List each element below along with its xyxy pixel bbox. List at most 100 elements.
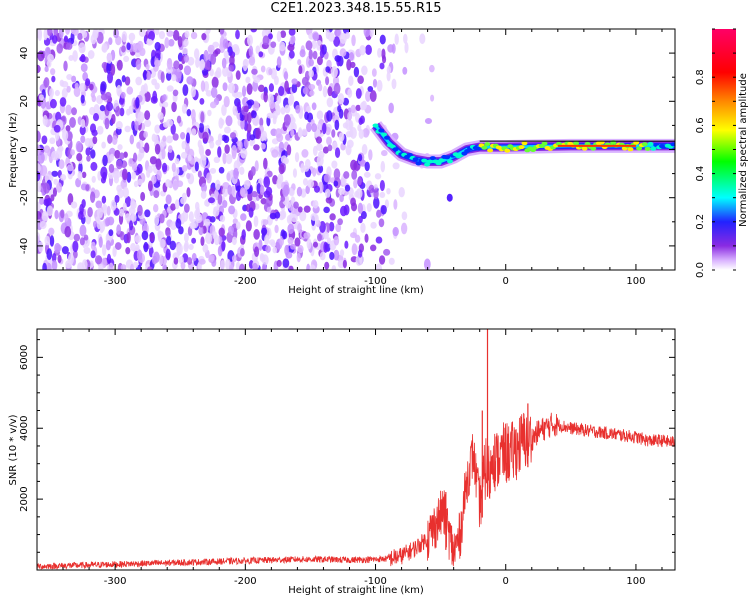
spectrogram-y-tick-label: -20 — [19, 190, 30, 206]
heatmap-noise-cell — [157, 230, 162, 239]
heatmap-noise-cell — [246, 122, 252, 134]
heatmap-noise-cell — [170, 123, 176, 135]
heatmap-noise-cell — [98, 236, 103, 248]
ridge-cell — [444, 155, 451, 160]
heatmap-noise-cell — [101, 195, 107, 204]
heatmap-noise-cell — [350, 197, 356, 207]
heatmap-noise-cell — [271, 149, 279, 158]
heatmap-noise-cell — [182, 84, 189, 96]
heatmap-noise-cell — [402, 66, 408, 75]
heatmap-noise-cell — [200, 80, 206, 92]
heatmap-noise-cell — [219, 29, 225, 35]
heatmap-noise-cell — [142, 69, 148, 81]
heatmap-noise-cell — [300, 162, 305, 173]
heatmap-noise-cell — [245, 220, 252, 232]
heatmap-noise-cell — [215, 179, 221, 191]
heatmap-noise-cell — [391, 78, 397, 90]
heatmap-noise-cell — [93, 104, 100, 115]
heatmap-noise-cell — [121, 31, 128, 43]
heatmap-noise-cell — [379, 179, 385, 192]
heatmap-noise-cell — [217, 146, 222, 158]
heatmap-noise-cell — [296, 252, 301, 263]
heatmap-noise-cell — [95, 200, 103, 209]
heatmap-noise-cell — [106, 101, 114, 112]
heatmap-noise-cell — [349, 126, 357, 139]
heatmap-noise-cell — [151, 133, 157, 143]
heatmap-noise-cell — [166, 30, 174, 37]
spectrogram-x-tick-label: 0 — [503, 276, 509, 287]
snr-x-tick-label: -100 — [364, 576, 387, 587]
heatmap-noise-cell — [318, 83, 323, 92]
heatmap-noise-cell — [419, 33, 426, 45]
heatmap-noise-cell — [294, 152, 300, 163]
ridge-cell — [415, 161, 422, 166]
heatmap-noise-cell — [54, 242, 61, 254]
heatmap-noise-cell — [105, 240, 111, 251]
heatmap-noise-cell — [276, 56, 282, 68]
heatmap-noise-cell — [222, 152, 227, 165]
heatmap-noise-cell — [227, 82, 236, 94]
heatmap-noise-cell — [175, 71, 182, 83]
heatmap-noise-cell — [186, 172, 191, 180]
heatmap-noise-cell — [44, 66, 49, 73]
ridge-cell — [636, 146, 643, 151]
heatmap-noise-cell — [51, 259, 58, 270]
heatmap-noise-cell — [154, 143, 161, 155]
heatmap-noise-cell — [54, 209, 59, 220]
heatmap-noise-cell — [100, 166, 108, 179]
heatmap-noise-cell — [203, 218, 211, 226]
heatmap-noise-cell — [180, 151, 188, 159]
heatmap-noise-cell — [229, 132, 237, 139]
ridge-cell — [573, 141, 580, 146]
heatmap-noise-cell — [361, 144, 368, 155]
heatmap-noise-cell — [128, 220, 134, 231]
heatmap-noise-cell — [37, 64, 41, 74]
ridge-cell — [633, 140, 640, 145]
heatmap-noise-cell — [171, 74, 177, 82]
heatmap-noise-cell — [51, 150, 59, 161]
heatmap-noise-cell — [121, 45, 126, 53]
heatmap-noise-cell — [323, 206, 330, 214]
heatmap-noise-cell — [117, 144, 123, 151]
heatmap-noise-cell — [243, 180, 251, 190]
heatmap-noise-cell — [113, 29, 119, 39]
heatmap-noise-cell — [351, 34, 356, 47]
heatmap-noise-cell — [363, 171, 371, 178]
heatmap-noise-cell — [45, 197, 52, 206]
heatmap-noise-cell — [327, 144, 333, 152]
heatmap-noise-cell — [107, 71, 114, 84]
heatmap-noise-cell — [119, 107, 125, 117]
heatmap-noise-cell — [388, 102, 394, 114]
heatmap-noise-cell — [72, 250, 78, 259]
heatmap-noise-cell — [154, 41, 161, 51]
heatmap-noise-cell — [306, 238, 312, 250]
heatmap-noise-cell — [65, 104, 72, 116]
heatmap-noise-cell — [338, 187, 346, 195]
heatmap-noise-cell — [218, 166, 225, 174]
heatmap-noise-cell — [292, 168, 298, 178]
ridge-cell — [590, 146, 597, 151]
heatmap-noise-cell — [253, 144, 260, 151]
heatmap-noise-cell — [394, 33, 399, 45]
heatmap-noise-cell — [243, 138, 249, 149]
heatmap-noise-cell — [375, 236, 383, 244]
heatmap-noise-cell — [299, 49, 306, 58]
heatmap-noise-cell — [364, 233, 369, 243]
heatmap-noise-cell — [350, 232, 357, 239]
heatmap-noise-cell — [126, 42, 131, 51]
heatmap-noise-cell — [308, 49, 313, 61]
heatmap-noise-cell — [253, 77, 261, 84]
heatmap-noise-cell — [208, 197, 215, 204]
heatmap-noise-cell — [348, 52, 355, 61]
heatmap-noise-cell — [306, 122, 312, 133]
heatmap-noise-cell — [357, 202, 363, 214]
heatmap-noise-cell — [181, 164, 188, 172]
heatmap-noise-cell — [37, 130, 41, 143]
heatmap-noise-cell — [106, 205, 111, 216]
heatmap-noise-cell — [255, 45, 261, 55]
heatmap-noise-cell — [37, 201, 41, 212]
heatmap-noise-cell — [251, 110, 257, 119]
heatmap-noise-cell — [284, 80, 289, 93]
heatmap-noise-cell — [89, 123, 97, 134]
